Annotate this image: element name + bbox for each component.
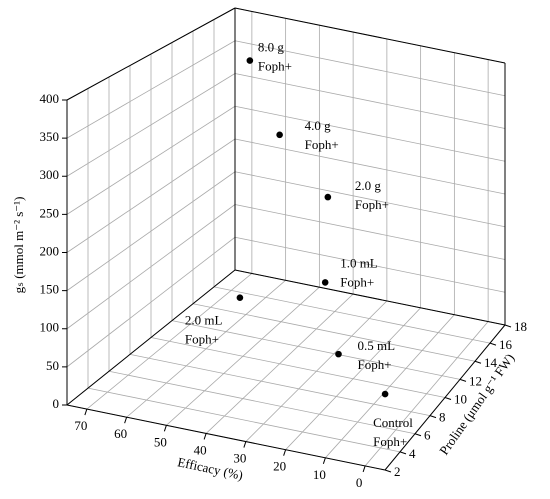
- grid-line: [234, 40, 506, 97]
- point-label: Foph+: [258, 59, 292, 74]
- grid-line: [234, 236, 506, 293]
- grid-line: [234, 105, 506, 162]
- y-tick-label: 16: [499, 337, 513, 352]
- z-axis-title: gₛ (mmol m⁻² s⁻¹): [11, 197, 26, 294]
- point: [335, 350, 342, 358]
- tick: [504, 324, 512, 328]
- grid-line: [234, 204, 506, 260]
- tick: [124, 417, 128, 424]
- y-tick-label: 18: [514, 319, 527, 334]
- point-label: 8.0 g: [258, 40, 285, 55]
- x-tick-label: 60: [114, 426, 127, 441]
- z-tick-label: 150: [40, 282, 60, 297]
- y-tick-label: 8: [439, 410, 446, 425]
- point: [246, 57, 254, 64]
- point-label: Control: [373, 415, 413, 430]
- z-tick-label: 250: [40, 205, 60, 220]
- y-tick-label: 12: [469, 373, 482, 388]
- grid-line: [126, 280, 286, 418]
- point-label: Foph+: [305, 137, 339, 152]
- point: [276, 131, 283, 139]
- tick: [489, 342, 497, 346]
- point-label: 2.0 g: [355, 178, 382, 193]
- y-tick-label: 10: [454, 391, 467, 406]
- point-label: 1.0 mL: [340, 255, 378, 270]
- grid-line: [86, 273, 253, 410]
- point-label: Foph+: [358, 357, 392, 372]
- grid-line: [234, 138, 506, 195]
- x-tick-label: 10: [313, 467, 326, 482]
- z-tick-label: 200: [40, 243, 60, 258]
- axis-edge: [66, 269, 236, 406]
- z-tick-label: 300: [40, 167, 60, 182]
- x-tick-label: 50: [154, 434, 167, 449]
- point: [236, 294, 244, 302]
- point-label: Foph+: [185, 332, 219, 347]
- grid-line: [234, 171, 506, 228]
- x-tick-label: 0: [356, 475, 363, 490]
- point-label: Foph+: [355, 197, 389, 212]
- tick: [322, 457, 326, 464]
- x-tick-label: 30: [233, 451, 246, 466]
- grid-line: [213, 286, 491, 344]
- grid-line: [234, 73, 506, 129]
- grid-line: [245, 300, 388, 442]
- grid-line: [325, 314, 455, 459]
- tick: [399, 451, 407, 455]
- x-tick-label: 40: [194, 442, 207, 457]
- point-label: Foph+: [340, 274, 374, 289]
- axis-edge: [66, 404, 386, 471]
- grid-line: [150, 337, 446, 398]
- tick: [362, 465, 366, 473]
- grid-line: [285, 307, 421, 450]
- tick: [429, 415, 437, 419]
- tick: [84, 408, 88, 416]
- grid-line: [129, 353, 431, 417]
- x-tick-label: 20: [273, 459, 286, 474]
- tick: [283, 449, 287, 456]
- grid-line: [108, 370, 416, 435]
- tick: [414, 433, 422, 437]
- point-label: 2.0 mL: [185, 313, 223, 328]
- tick: [163, 425, 167, 432]
- tick: [444, 397, 452, 400]
- tick: [243, 441, 247, 448]
- y-tick-label: 2: [394, 464, 401, 479]
- axis-edge: [234, 269, 506, 326]
- point-label: 0.5 mL: [358, 338, 396, 353]
- z-tick-label: 0: [53, 396, 60, 411]
- point-label: Foph+: [373, 434, 407, 449]
- z-tick-label: 400: [40, 91, 60, 106]
- grid-line: [171, 320, 461, 380]
- axis-edge: [234, 7, 506, 64]
- z-tick-label: 50: [46, 358, 59, 373]
- point: [324, 193, 332, 201]
- tick: [459, 378, 467, 382]
- grid-line: [205, 293, 354, 434]
- y-tick-label: 6: [424, 428, 431, 443]
- point: [321, 279, 329, 286]
- tick: [203, 433, 207, 440]
- z-tick-label: 100: [40, 320, 60, 335]
- point-label: 4.0 g: [305, 118, 332, 133]
- grid-line: [87, 387, 401, 453]
- axis-edge: [66, 7, 236, 101]
- y-tick-label: 4: [409, 446, 416, 461]
- grid-line: [192, 303, 476, 362]
- grid-line: [166, 286, 320, 426]
- point: [381, 390, 389, 398]
- tick: [384, 469, 392, 473]
- y-tick-label: 14: [484, 355, 498, 370]
- x-tick-label: 70: [74, 418, 87, 433]
- tick: [474, 360, 482, 364]
- grid-line: [364, 321, 489, 467]
- z-tick-label: 350: [40, 129, 60, 144]
- y-axis-title: Proline (μmol g⁻¹ FW): [436, 351, 517, 458]
